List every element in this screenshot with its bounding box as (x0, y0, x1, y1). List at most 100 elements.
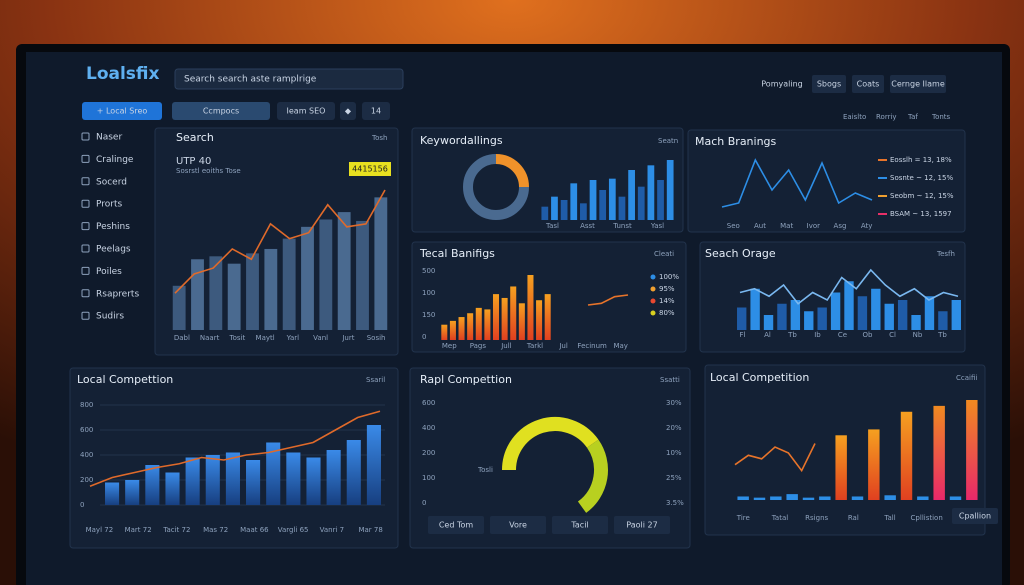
label: Cpallion (959, 512, 991, 521)
button[interactable] (552, 516, 608, 534)
bar (366, 425, 381, 505)
label: Poiles (96, 267, 122, 277)
bar (518, 303, 525, 340)
bar (938, 311, 948, 330)
label: Tatal (771, 514, 788, 522)
label: Maat 66 (240, 526, 269, 534)
bar (804, 311, 814, 330)
label: 95% (659, 285, 675, 293)
label: Prorts (96, 200, 123, 210)
button[interactable] (614, 516, 670, 534)
bar (125, 480, 140, 505)
donut-segment (495, 154, 529, 188)
label: Jull (500, 342, 511, 350)
label: Sosnte ~ 12, 15% (890, 174, 953, 182)
label: Tasl (545, 222, 559, 230)
bar (884, 303, 894, 330)
label: Vanl (313, 334, 328, 342)
bar (374, 197, 388, 330)
label: Keywordallings (420, 134, 503, 147)
bar (857, 296, 868, 330)
label: Cralinge (96, 155, 134, 165)
label: Pags (470, 342, 487, 350)
nav-icon (81, 311, 90, 320)
button[interactable] (490, 516, 546, 534)
bar (786, 494, 798, 500)
label: 0 (80, 501, 84, 509)
label: 0 (422, 333, 426, 341)
bar (897, 300, 908, 330)
nav-button[interactable] (812, 75, 846, 93)
bar (356, 220, 369, 330)
bar (802, 497, 815, 500)
bar (264, 248, 278, 330)
bar (868, 429, 880, 500)
button[interactable] (952, 508, 998, 524)
label: 800 (80, 401, 93, 409)
bar (484, 309, 491, 340)
nav-icon (81, 266, 90, 275)
button[interactable] (428, 516, 484, 534)
label: 600 (80, 426, 93, 434)
bar (301, 226, 314, 330)
bar (580, 203, 587, 220)
bar (949, 496, 962, 500)
label: Naser (96, 133, 122, 143)
legend-dot (650, 286, 656, 292)
bar (750, 288, 760, 330)
search-box[interactable] (174, 68, 404, 90)
toolbar-button[interactable] (362, 102, 390, 120)
bar (737, 307, 747, 330)
bar (145, 465, 160, 505)
label: 14 (371, 107, 381, 116)
label: Search (176, 131, 214, 144)
label: Yarl (286, 334, 299, 342)
legend-dot (650, 310, 656, 316)
label: Tonts (931, 113, 951, 121)
label: Dabl (174, 334, 190, 342)
label: UTP 40 (176, 156, 211, 167)
label: Naart (200, 334, 220, 342)
toolbar-button[interactable] (172, 102, 270, 120)
label: 400 (422, 424, 435, 432)
label: Tire (736, 514, 750, 522)
label: Ccaifii (956, 374, 977, 382)
bar (527, 275, 534, 340)
label: Pomyaling (761, 80, 802, 89)
bar (966, 400, 978, 500)
label: Ieam SEO (287, 107, 326, 116)
label: Rorriy (876, 113, 897, 121)
toolbar-button[interactable] (340, 102, 356, 120)
bar (205, 455, 220, 505)
label: 3.5% (666, 499, 684, 507)
nav-button[interactable] (890, 75, 946, 93)
bar (844, 281, 854, 330)
label: Sbogs (817, 80, 841, 89)
bar (467, 313, 474, 340)
label: Asst (580, 222, 595, 230)
toolbar-button[interactable] (277, 102, 335, 120)
label: ◆ (345, 107, 352, 116)
toolbar-button[interactable] (82, 102, 162, 120)
bar (544, 294, 551, 340)
label: 100% (659, 273, 679, 281)
bar (266, 442, 281, 505)
bar (246, 253, 259, 330)
line-series (721, 158, 873, 208)
label: Mas 72 (203, 526, 228, 534)
label: Yasl (650, 222, 664, 230)
bar (441, 324, 448, 340)
bar (599, 190, 607, 220)
label: Maytl (256, 334, 275, 342)
nav-button[interactable] (852, 75, 884, 93)
bar (884, 495, 896, 500)
label: 0 (422, 499, 426, 507)
bar (763, 315, 774, 330)
bar (541, 206, 549, 220)
label: Sosih (367, 334, 386, 342)
bar (753, 497, 766, 500)
label: Eaislto (843, 113, 866, 121)
bar (246, 460, 261, 505)
bar (933, 405, 945, 500)
